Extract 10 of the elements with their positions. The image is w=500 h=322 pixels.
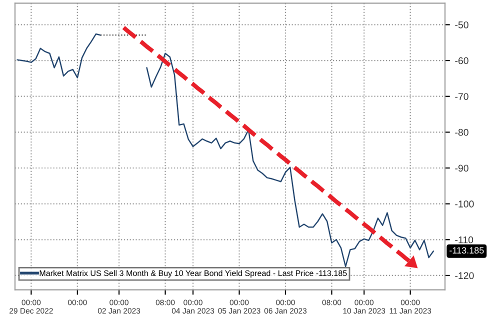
y-tick-label: -60	[455, 57, 468, 64]
text: -113.185	[450, 247, 484, 254]
y-tick-label: -80	[455, 128, 468, 136]
y-tick-label: -90	[455, 164, 468, 172]
y-tick-label: -50	[455, 21, 468, 28]
legend-label: Market Matrix US Sell 3 Month & Buy 10 Year Bond Yield Spread - Last Price -113.185	[40, 270, 347, 278]
y-tick-label: -100	[455, 200, 474, 208]
y-tick-label: -70	[455, 93, 468, 100]
y-tick-label: -110	[455, 236, 474, 244]
y-tick-label: -120	[455, 272, 474, 280]
